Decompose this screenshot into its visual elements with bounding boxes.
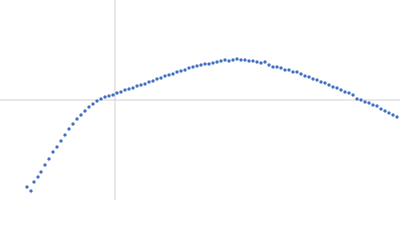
point: [187, 66, 191, 70]
point: [247, 59, 251, 63]
point: [299, 72, 303, 76]
point: [239, 58, 243, 62]
point: [183, 68, 187, 72]
point: [275, 65, 279, 69]
point: [243, 58, 247, 62]
point: [135, 84, 139, 88]
point: [51, 150, 55, 154]
point: [255, 60, 259, 64]
point: [331, 85, 335, 89]
point: [355, 97, 359, 101]
point: [207, 62, 211, 66]
point: [39, 170, 43, 174]
point: [227, 59, 231, 63]
point: [295, 70, 299, 74]
point: [75, 117, 79, 121]
point: [147, 80, 151, 84]
point: [351, 93, 355, 97]
point: [171, 72, 175, 76]
point: [387, 111, 391, 115]
point: [307, 75, 311, 79]
point: [231, 58, 235, 62]
point: [291, 70, 295, 74]
point: [119, 90, 123, 94]
point: [263, 60, 267, 64]
point: [327, 83, 331, 87]
point: [347, 91, 351, 95]
point: [123, 88, 127, 92]
point: [319, 80, 323, 84]
point: [67, 127, 71, 131]
point: [79, 113, 83, 117]
point: [251, 59, 255, 63]
point: [32, 180, 36, 184]
point: [199, 63, 203, 67]
point: [131, 86, 135, 90]
point: [143, 82, 147, 86]
point: [271, 65, 275, 69]
point: [335, 86, 339, 90]
point: [95, 99, 99, 103]
point: [159, 76, 163, 80]
point: [283, 68, 287, 72]
point: [91, 102, 95, 106]
point: [43, 163, 47, 167]
point: [111, 93, 115, 97]
point: [25, 185, 29, 189]
page: {"chart_data": {"type": "scatter", "x": …: [0, 0, 400, 200]
point: [383, 109, 387, 113]
point: [279, 66, 283, 70]
point: [163, 74, 167, 78]
point: [151, 79, 155, 83]
point: [215, 60, 219, 64]
point: [359, 98, 363, 102]
point: [219, 59, 223, 63]
point: [83, 109, 87, 113]
point: [223, 58, 227, 62]
point: [195, 64, 199, 68]
point: [287, 68, 291, 72]
point: [179, 69, 183, 73]
point: [103, 95, 107, 99]
point: [339, 88, 343, 92]
point: [155, 77, 159, 81]
point: [87, 105, 91, 109]
point: [55, 145, 59, 149]
point: [391, 113, 395, 117]
point: [211, 61, 215, 65]
point: [167, 73, 171, 77]
point: [71, 122, 75, 126]
point: [175, 70, 179, 74]
point: [115, 91, 119, 95]
point: [139, 83, 143, 87]
point: [267, 63, 271, 67]
point: [379, 107, 383, 111]
point: [36, 175, 40, 179]
point: [203, 62, 207, 66]
point: [47, 157, 51, 161]
point: [59, 139, 63, 143]
point: [29, 189, 33, 193]
point: [343, 90, 347, 94]
point: [107, 94, 111, 98]
point: [63, 133, 67, 137]
point: [367, 101, 371, 105]
point: [315, 78, 319, 82]
point: [363, 100, 367, 104]
point: [191, 65, 195, 69]
point: [303, 74, 307, 78]
point: [311, 77, 315, 81]
point: [259, 61, 263, 65]
point: [371, 103, 375, 107]
point: [395, 115, 399, 119]
point: [127, 87, 131, 91]
point: [375, 104, 379, 108]
chart: [0, 0, 400, 200]
point: [235, 57, 239, 61]
point: [323, 81, 327, 85]
point: [99, 97, 103, 101]
